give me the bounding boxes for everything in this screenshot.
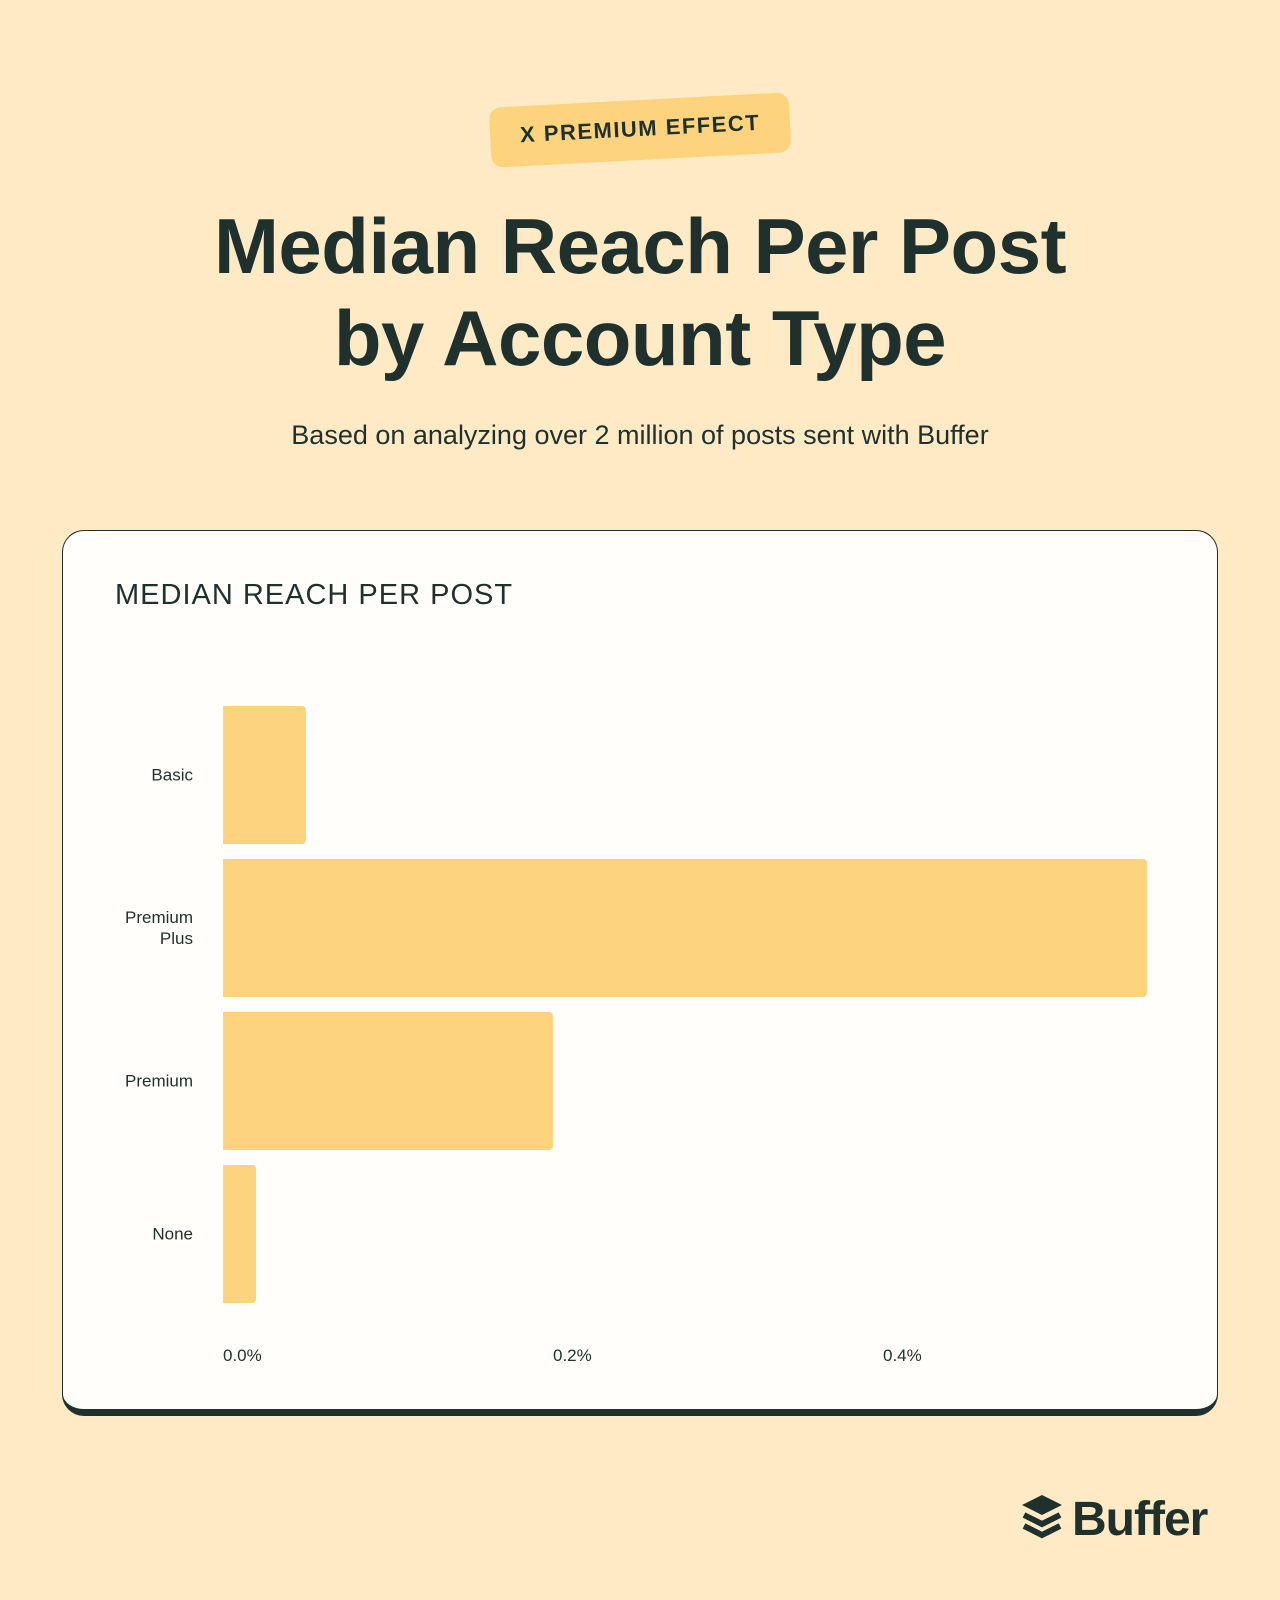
chart-title: MEDIAN REACH PER POST bbox=[115, 579, 514, 611]
bar-none bbox=[223, 1165, 256, 1303]
bar-premium-plus bbox=[223, 859, 1147, 997]
x-tick-0: 0.0% bbox=[223, 1346, 262, 1365]
x-tick-1: 0.2% bbox=[553, 1346, 592, 1365]
category-label: Basic bbox=[151, 765, 193, 785]
page-subtitle: Based on analyzing over 2 million of pos… bbox=[291, 420, 989, 450]
bar-chart: Basic Premium Plus Premium None 0.0% 0.2… bbox=[125, 706, 1203, 1365]
title-line-1: Median Reach Per Post bbox=[213, 202, 1067, 290]
page-title: Median Reach Per Post by Account Type bbox=[0, 200, 1280, 384]
badge-container: X PREMIUM EFFECT bbox=[0, 92, 1280, 168]
category-label: Premium Plus bbox=[124, 908, 193, 948]
category-label: None bbox=[152, 1224, 193, 1244]
buffer-logo: Buffer bbox=[1020, 1492, 1208, 1547]
buffer-layers-icon bbox=[1020, 1493, 1064, 1546]
chart-card: MEDIAN REACH PER POST Basic Premium Plus… bbox=[62, 530, 1218, 1416]
title-line-2: by Account Type bbox=[333, 294, 947, 382]
category-label: Premium bbox=[124, 1071, 193, 1091]
bar-basic bbox=[223, 706, 306, 844]
x-tick-2: 0.4% bbox=[883, 1346, 922, 1365]
section-badge: X PREMIUM EFFECT bbox=[488, 92, 792, 168]
bar-premium bbox=[223, 1012, 553, 1150]
brand-name: Buffer bbox=[1072, 1493, 1208, 1546]
